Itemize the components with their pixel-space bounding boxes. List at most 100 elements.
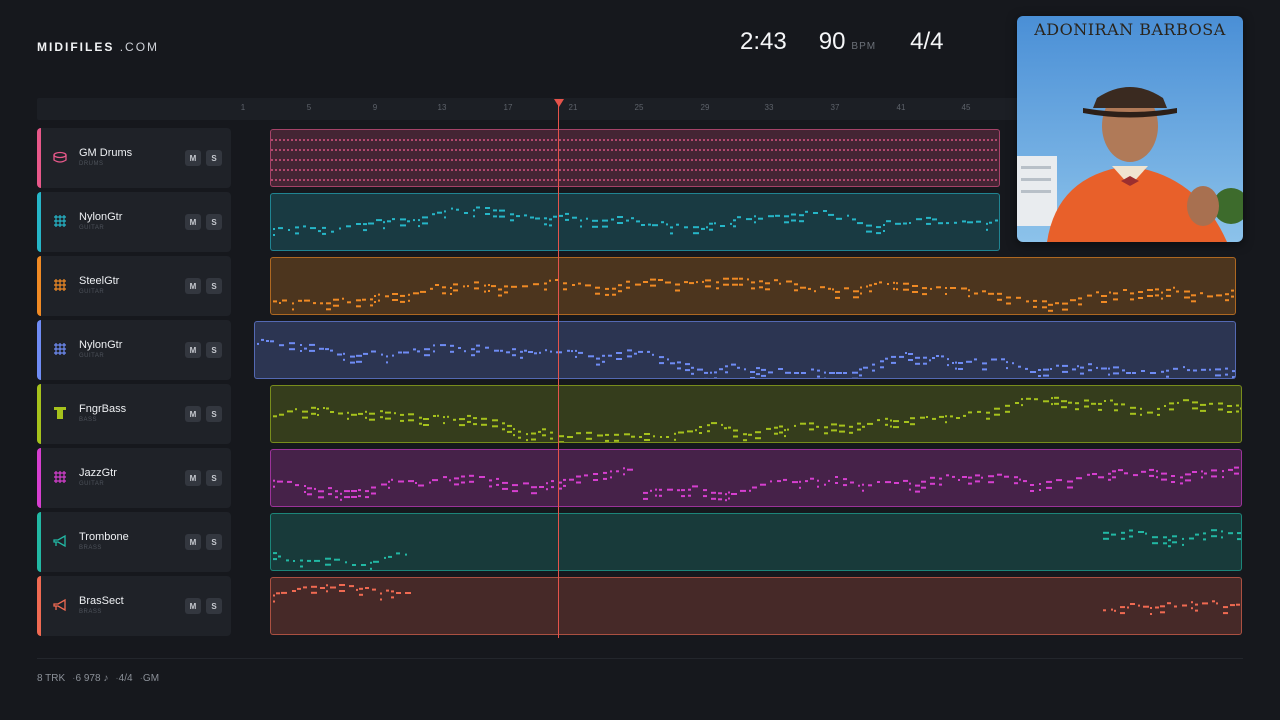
track-count: 8 TRK bbox=[37, 673, 66, 684]
ruler-tick: 41 bbox=[896, 103, 906, 112]
footer-mode: GM bbox=[142, 673, 160, 684]
solo-button[interactable]: S bbox=[206, 150, 222, 166]
track-color-bar bbox=[37, 384, 41, 444]
track-header[interactable]: SteelGtr GUITAR M S bbox=[37, 256, 231, 316]
horn-icon bbox=[53, 534, 67, 548]
track-color-bar bbox=[37, 512, 41, 572]
tempo-value: 90 bbox=[818, 28, 846, 55]
ruler-tick: 13 bbox=[437, 103, 447, 112]
track-name: FngrBass bbox=[79, 403, 127, 415]
note-region bbox=[273, 529, 1241, 570]
note-region bbox=[273, 584, 1240, 615]
track-lane[interactable] bbox=[270, 513, 1242, 571]
solo-button[interactable]: S bbox=[206, 470, 222, 486]
track-category: GUITAR bbox=[79, 289, 105, 295]
track-lane[interactable] bbox=[270, 577, 1242, 635]
ruler-tick: 17 bbox=[503, 103, 513, 112]
mute-button[interactable]: M bbox=[185, 534, 201, 550]
note-region bbox=[257, 338, 1235, 378]
note-region bbox=[271, 139, 999, 181]
solo-button[interactable]: S bbox=[206, 534, 222, 550]
track-lane[interactable] bbox=[270, 257, 1236, 315]
solo-button[interactable]: S bbox=[206, 342, 222, 358]
ruler-tick: 29 bbox=[700, 103, 710, 112]
tempo-unit: BPM bbox=[851, 41, 877, 52]
album-art-image bbox=[1017, 16, 1243, 242]
mute-button[interactable]: M bbox=[185, 598, 201, 614]
track-lane[interactable] bbox=[270, 385, 1242, 443]
track-category: GUITAR bbox=[79, 225, 105, 231]
track-header[interactable]: JazzGtr GUITAR M S bbox=[37, 448, 231, 508]
separator-dot: · bbox=[139, 673, 143, 684]
ruler-tick: 21 bbox=[568, 103, 578, 112]
track-lane[interactable] bbox=[254, 321, 1236, 379]
horn-icon bbox=[53, 598, 67, 612]
ruler-tick: 45 bbox=[961, 103, 971, 112]
mute-button[interactable]: M bbox=[185, 150, 201, 166]
mute-button[interactable]: M bbox=[185, 278, 201, 294]
playhead-handle-icon[interactable] bbox=[554, 99, 564, 107]
solo-button[interactable]: S bbox=[206, 598, 222, 614]
mute-button[interactable]: M bbox=[185, 470, 201, 486]
track-lane[interactable] bbox=[270, 449, 1242, 507]
time-signature: 4/4 bbox=[910, 28, 944, 55]
mute-button[interactable]: M bbox=[185, 214, 201, 230]
track-header[interactable]: FngrBass BASS M S bbox=[37, 384, 231, 444]
note-count: 6 978 ♪ bbox=[75, 673, 109, 684]
track-name: JazzGtr bbox=[79, 467, 117, 479]
note-region bbox=[273, 277, 1234, 312]
track-name: BrasSect bbox=[79, 595, 124, 607]
track-header[interactable]: GM Drums DRUMS M S bbox=[37, 128, 231, 188]
track-color-bar bbox=[37, 448, 41, 508]
guitar-grid-icon bbox=[53, 342, 67, 356]
note-region bbox=[273, 206, 998, 236]
solo-button[interactable]: S bbox=[206, 214, 222, 230]
track-category: DRUMS bbox=[79, 161, 104, 167]
ruler-tick: 37 bbox=[830, 103, 840, 112]
separator-dot: · bbox=[72, 673, 76, 684]
track-name: Trombone bbox=[79, 531, 129, 543]
site-logo[interactable]: MIDIFILES .COM bbox=[37, 40, 159, 54]
ruler-tick: 1 bbox=[240, 103, 246, 112]
separator-dot: · bbox=[115, 673, 119, 684]
album-cover: ADONIRAN BARBOSA bbox=[1017, 16, 1243, 242]
ruler-tick: 5 bbox=[306, 103, 312, 112]
track-header[interactable]: NylonGtr GUITAR M S bbox=[37, 192, 231, 252]
mute-button[interactable]: M bbox=[185, 406, 201, 422]
mute-button[interactable]: M bbox=[185, 342, 201, 358]
ruler-tick: 9 bbox=[372, 103, 378, 112]
ruler-tick: 25 bbox=[634, 103, 644, 112]
track-name: NylonGtr bbox=[79, 339, 123, 351]
album-title: ADONIRAN BARBOSA bbox=[1034, 20, 1226, 39]
transport-display: 2:43 90 BPM 4/4 bbox=[740, 28, 943, 56]
playhead[interactable] bbox=[558, 100, 559, 638]
note-region bbox=[273, 466, 1239, 502]
solo-button[interactable]: S bbox=[206, 278, 222, 294]
guitar-grid-icon bbox=[53, 470, 67, 484]
track-header[interactable]: NylonGtr GUITAR M S bbox=[37, 320, 231, 380]
track-color-bar bbox=[37, 256, 41, 316]
brand-name: MIDIFILES bbox=[37, 40, 115, 54]
track-name: SteelGtr bbox=[79, 275, 120, 287]
track-header[interactable]: BrasSect BRASS M S bbox=[37, 576, 231, 636]
track-category: BRASS bbox=[79, 609, 102, 615]
guitar-grid-icon bbox=[53, 214, 67, 228]
footer-divider bbox=[37, 658, 1243, 659]
ruler-tick: 33 bbox=[764, 103, 774, 112]
note-region bbox=[273, 396, 1241, 442]
track-category: BRASS bbox=[79, 545, 102, 551]
bass-icon bbox=[53, 406, 67, 420]
brand-suffix: .COM bbox=[119, 40, 160, 54]
track-lane[interactable] bbox=[270, 129, 1000, 187]
track-color-bar bbox=[37, 320, 41, 380]
track-category: BASS bbox=[79, 417, 98, 423]
timeline-ruler[interactable]: 1 5 9 13 17 21 25 29 33 37 41 45 bbox=[37, 98, 1243, 120]
track-name: NylonGtr bbox=[79, 211, 123, 223]
footer-stats: 8 TRK ·6 978 ♪ ·4/4 ·GM bbox=[37, 673, 159, 684]
guitar-grid-icon bbox=[53, 278, 67, 292]
track-header[interactable]: Trombone BRASS M S bbox=[37, 512, 231, 572]
track-lane[interactable] bbox=[270, 193, 1000, 251]
track-category: GUITAR bbox=[79, 353, 105, 359]
track-color-bar bbox=[37, 576, 41, 636]
solo-button[interactable]: S bbox=[206, 406, 222, 422]
